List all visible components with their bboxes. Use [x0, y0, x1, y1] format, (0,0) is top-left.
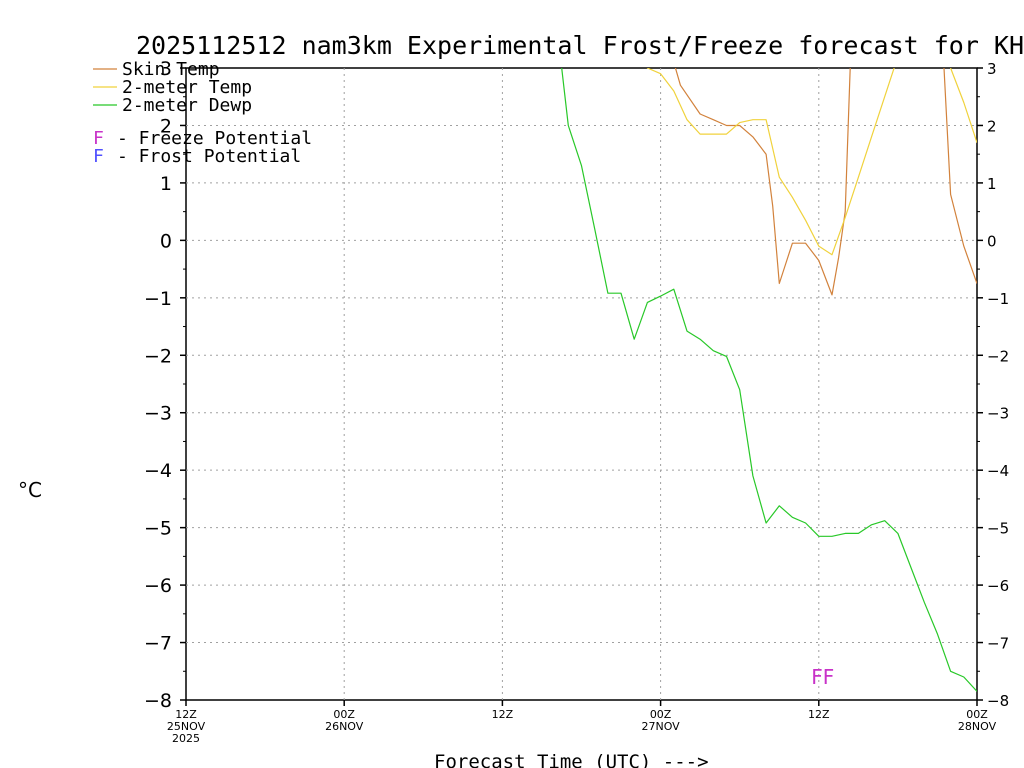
- x-axis-label: Forecast Time (UTC) --->: [434, 751, 709, 768]
- legend-label-skin: Skin Temp: [122, 59, 220, 80]
- legend-text-frost: - Frost Potential: [117, 146, 301, 167]
- series-layer: [561, 68, 977, 692]
- x-tick-label: 27NOV: [641, 720, 680, 733]
- y-tick-label-left: 2: [160, 115, 172, 137]
- y-tick-label-left: −2: [144, 345, 172, 367]
- y-tick-label-left: 1: [160, 173, 172, 195]
- grid-lines: [186, 68, 977, 700]
- y-tick-label-right: −4: [987, 462, 1009, 480]
- y-tick-label-right: 2: [987, 117, 997, 135]
- x-tick-label: 2025: [172, 732, 200, 745]
- x-tick-label: 00Z: [650, 708, 672, 721]
- legend-label-dewp: 2-meter Dewp: [122, 95, 252, 116]
- y-axis-label: °C: [18, 478, 42, 502]
- x-tick-label: 00Z: [966, 708, 988, 721]
- x-tick-label: 25NOV: [167, 720, 206, 733]
- y-tick-label-right: −6: [987, 577, 1009, 595]
- y-tick-label-left: 0: [160, 230, 172, 252]
- y-tick-label-right: 0: [987, 232, 997, 250]
- legend-symbol-freeze: F: [93, 128, 104, 149]
- marker-layer: FF: [811, 665, 834, 689]
- y-tick-label-right: −8: [987, 692, 1009, 710]
- y-tick-label-right: −1: [987, 290, 1009, 308]
- x-tick-label: 00Z: [333, 708, 355, 721]
- y-tick-label-right: −5: [987, 520, 1009, 538]
- y-tick-label-left: −5: [144, 518, 172, 540]
- y-tick-label-right: 1: [987, 175, 997, 193]
- x-tick-label: 12Z: [492, 708, 514, 721]
- x-tick-label: 26NOV: [325, 720, 364, 733]
- y-tick-label-left: −3: [144, 403, 172, 425]
- series-line-skin: [674, 68, 977, 296]
- y-tick-label-right: −7: [987, 635, 1009, 653]
- series-line-temp: [646, 68, 977, 256]
- legend-symbol-frost: F: [93, 146, 104, 167]
- series-line-dewp: [561, 68, 977, 692]
- y-tick-label-left: 3: [160, 58, 172, 80]
- y-tick-label-left: −8: [144, 690, 172, 712]
- y-tick-label-right: 3: [987, 60, 997, 78]
- freeze-potential-marker: FF: [811, 665, 834, 689]
- y-tick-label-left: −4: [144, 460, 172, 482]
- x-tick-label: 12Z: [808, 708, 830, 721]
- y-tick-label-left: −1: [144, 288, 172, 310]
- plot-frame: [185, 67, 978, 701]
- y-tick-label-right: −2: [987, 347, 1009, 365]
- y-tick-label-right: −3: [987, 405, 1009, 423]
- legend-label-temp: 2-meter Temp: [122, 77, 252, 98]
- x-tick-label: 12Z: [175, 708, 197, 721]
- axes: 3 3 2 2 1 1 0 0 −1 −1 −2 −2 −3 −3 −4 −4 −5 −5 −6 −6 −7 −7 −8 −8…: [144, 58, 1009, 745]
- x-tick-label: 28NOV: [958, 720, 997, 733]
- legend-text-freeze: - Freeze Potential: [117, 128, 312, 149]
- chart-title: 2025112512 nam3km Experimental Frost/Fre…: [136, 31, 1024, 60]
- y-tick-label-left: −6: [144, 575, 172, 597]
- y-tick-label-left: −7: [144, 633, 172, 655]
